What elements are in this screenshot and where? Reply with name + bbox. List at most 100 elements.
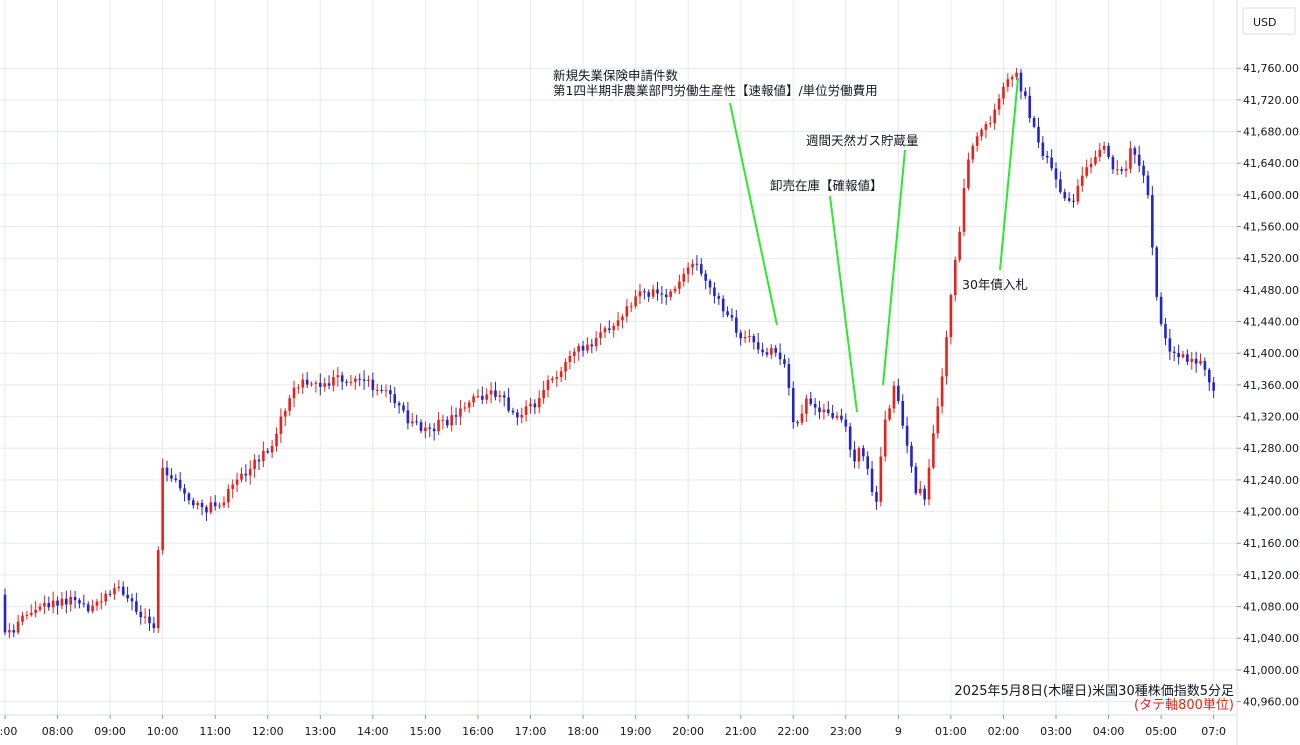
candle-body [1102, 145, 1106, 150]
y-tick-label: 41,720.00 [1243, 94, 1299, 107]
candle-body [967, 159, 970, 189]
candle-body [608, 328, 611, 330]
candle-body [121, 586, 125, 595]
candle-body [730, 315, 734, 318]
candle-body [231, 484, 235, 490]
candle-body [848, 426, 852, 450]
x-tick-label: 19:00 [620, 725, 652, 738]
candle-body [218, 505, 221, 507]
candle-body [257, 459, 261, 462]
candle-body [178, 479, 182, 489]
candle-body [708, 280, 712, 288]
candle-body [949, 295, 953, 338]
candle-body [1199, 361, 1202, 364]
candle-body [853, 449, 856, 462]
candle-body [310, 383, 313, 385]
candle-body [432, 428, 436, 432]
candle-body [205, 507, 208, 513]
x-tick-label: 12:00 [252, 725, 284, 738]
candle-body [888, 408, 891, 420]
candle-body [25, 614, 29, 616]
y-tick-label: 41,000.00 [1243, 664, 1299, 677]
candle-body [918, 488, 922, 494]
candle-body [1028, 95, 1032, 119]
candle-body [551, 378, 554, 381]
candle-body [283, 410, 287, 417]
candle-body [389, 390, 392, 395]
candle-body [117, 586, 121, 589]
candle-body [8, 630, 11, 633]
candle-body [1120, 169, 1123, 171]
candle-body [682, 273, 686, 282]
candle-body [590, 344, 594, 347]
x-tick-label: 21:00 [725, 725, 757, 738]
candle-body [831, 413, 834, 418]
candle-body [524, 406, 528, 415]
candle-body [546, 380, 550, 390]
candle-body [559, 371, 563, 378]
x-tick-label: 22:00 [777, 725, 809, 738]
candle-body [809, 398, 813, 404]
x-tick-label: 7:00 [0, 725, 17, 738]
candle-body [367, 379, 370, 381]
y-tick-label: 41,680.00 [1243, 126, 1299, 139]
candle-body [266, 450, 270, 453]
candle-body [1172, 351, 1176, 354]
candle-body [883, 419, 887, 457]
candle-body [227, 489, 230, 503]
candle-body [174, 478, 178, 480]
candle-body [29, 612, 33, 615]
currency-label-box [1242, 7, 1296, 35]
candle-body [1151, 195, 1154, 248]
candle-body [200, 502, 204, 508]
candle-body [1194, 358, 1198, 364]
candle-body [270, 446, 274, 453]
x-tick-label: 10:00 [147, 725, 179, 738]
candle-body [1045, 155, 1049, 158]
candle-body [47, 602, 51, 608]
candle-body [371, 379, 375, 391]
candle-body [897, 385, 900, 402]
candle-body [945, 337, 948, 377]
candle-body [770, 348, 773, 355]
candle-body [345, 381, 348, 383]
candle-body [629, 306, 633, 308]
y-tick-label: 41,400.00 [1243, 347, 1299, 360]
candle-body [156, 550, 160, 629]
candle-body [713, 287, 716, 297]
y-tick-label: 41,320.00 [1243, 411, 1299, 424]
candle-body [3, 594, 7, 633]
candle-body [651, 289, 655, 297]
candle-body [1133, 148, 1137, 155]
y-tick-label: 40,960.00 [1243, 696, 1299, 709]
candle-body [410, 421, 414, 424]
candle-body [870, 468, 874, 492]
candle-body [340, 375, 344, 382]
candle-body [743, 337, 747, 339]
candle-body [362, 379, 366, 381]
candle-body [1072, 200, 1075, 202]
candle-body [752, 336, 756, 343]
candle-body [143, 616, 147, 618]
candle-body [113, 588, 116, 595]
x-tick-label: 14:00 [357, 725, 389, 738]
candle-body [1080, 175, 1084, 186]
candle-body [835, 415, 839, 418]
candle-body [209, 502, 213, 513]
candle-body [21, 615, 24, 622]
candle-body [305, 379, 309, 385]
candle-body [586, 344, 589, 351]
candle-body [826, 409, 830, 414]
candle-body [502, 395, 506, 398]
candle-body [516, 412, 519, 418]
candle-body [165, 467, 169, 476]
candle-body [875, 491, 878, 502]
candle-body [415, 421, 418, 423]
candle-body [520, 414, 524, 418]
candle-body [327, 383, 331, 386]
candle-body [721, 298, 725, 312]
candle-body [485, 394, 489, 400]
candle-body [108, 593, 112, 595]
candle-body [95, 601, 99, 606]
candle-body [813, 403, 817, 408]
